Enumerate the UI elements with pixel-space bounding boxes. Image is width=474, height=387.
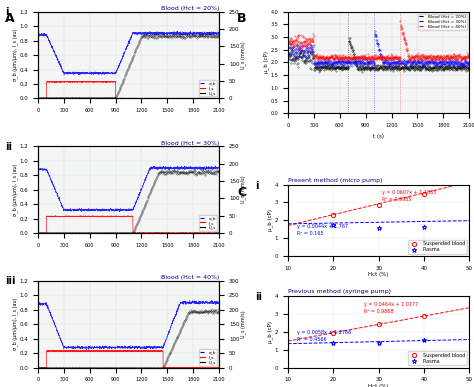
Text: i: i <box>5 7 9 17</box>
Text: R² = 0.9868: R² = 0.9868 <box>364 309 393 314</box>
Text: ii: ii <box>5 142 12 152</box>
X-axis label: Hct (%): Hct (%) <box>368 384 389 387</box>
Text: Blood (Hct = 20%): Blood (Hct = 20%) <box>161 6 219 11</box>
Y-axis label: µ_b (cP): µ_b (cP) <box>268 209 273 231</box>
Legend: Suspended blood, Plasma: Suspended blood, Plasma <box>408 351 467 365</box>
Text: Blood (Hct = 40%): Blood (Hct = 40%) <box>161 276 219 281</box>
Text: y = 0.0058x + 1.2766: y = 0.0058x + 1.2766 <box>297 330 351 335</box>
Text: Blood (Hct = 30%): Blood (Hct = 30%) <box>161 141 219 146</box>
Text: iii: iii <box>5 276 16 286</box>
Text: y = 0.0607x + 1.1083: y = 0.0607x + 1.1083 <box>382 190 437 195</box>
Legend: Blood (Hct = 20%), Blood (Hct = 30%), Blood (Hct = 40%): Blood (Hct = 20%), Blood (Hct = 30%), Bl… <box>418 14 467 30</box>
Text: A: A <box>5 12 14 25</box>
Text: C: C <box>237 186 246 199</box>
Text: R² = 0.4566: R² = 0.4566 <box>297 337 327 342</box>
Legend: σ_b, I_s, U_s: σ_b, I_s, U_s <box>199 349 217 366</box>
Text: y = 0.0044x + 1.767: y = 0.0044x + 1.767 <box>297 224 348 229</box>
X-axis label: t (s): t (s) <box>373 134 384 139</box>
Y-axis label: U_s (mm/s): U_s (mm/s) <box>241 310 246 338</box>
Y-axis label: σ_b (μm/μm), I_s (au): σ_b (μm/μm), I_s (au) <box>12 163 18 216</box>
Legend: σ_b, I_s, U_s: σ_b, I_s, U_s <box>199 215 217 231</box>
Y-axis label: µ_b (cP): µ_b (cP) <box>268 321 273 343</box>
Text: R² = 0.165: R² = 0.165 <box>297 231 324 236</box>
Y-axis label: µ_b (cP): µ_b (cP) <box>264 51 269 74</box>
X-axis label: Hct (%): Hct (%) <box>368 272 389 277</box>
Text: i: i <box>255 181 259 191</box>
Text: ii: ii <box>255 292 263 302</box>
Y-axis label: U_s (mm/s): U_s (mm/s) <box>241 41 246 69</box>
Text: Previous method (syringe pump): Previous method (syringe pump) <box>288 289 391 294</box>
Text: R² = 0.9985: R² = 0.9985 <box>382 197 411 202</box>
Text: Present method (micro pump): Present method (micro pump) <box>288 178 383 183</box>
Text: y = 0.0464x + 1.0177: y = 0.0464x + 1.0177 <box>364 301 419 307</box>
Legend: Suspended blood, Plasma: Suspended blood, Plasma <box>408 240 467 254</box>
Y-axis label: σ_b (μm/μm), I_s (au): σ_b (μm/μm), I_s (au) <box>12 29 18 81</box>
Legend: σ_b, I_s, U_s: σ_b, I_s, U_s <box>199 80 217 96</box>
Text: B: B <box>237 12 246 25</box>
Y-axis label: U_s (mm/s): U_s (mm/s) <box>241 176 246 204</box>
Y-axis label: σ_b (μm/μm), I_s (au): σ_b (μm/μm), I_s (au) <box>12 298 18 351</box>
